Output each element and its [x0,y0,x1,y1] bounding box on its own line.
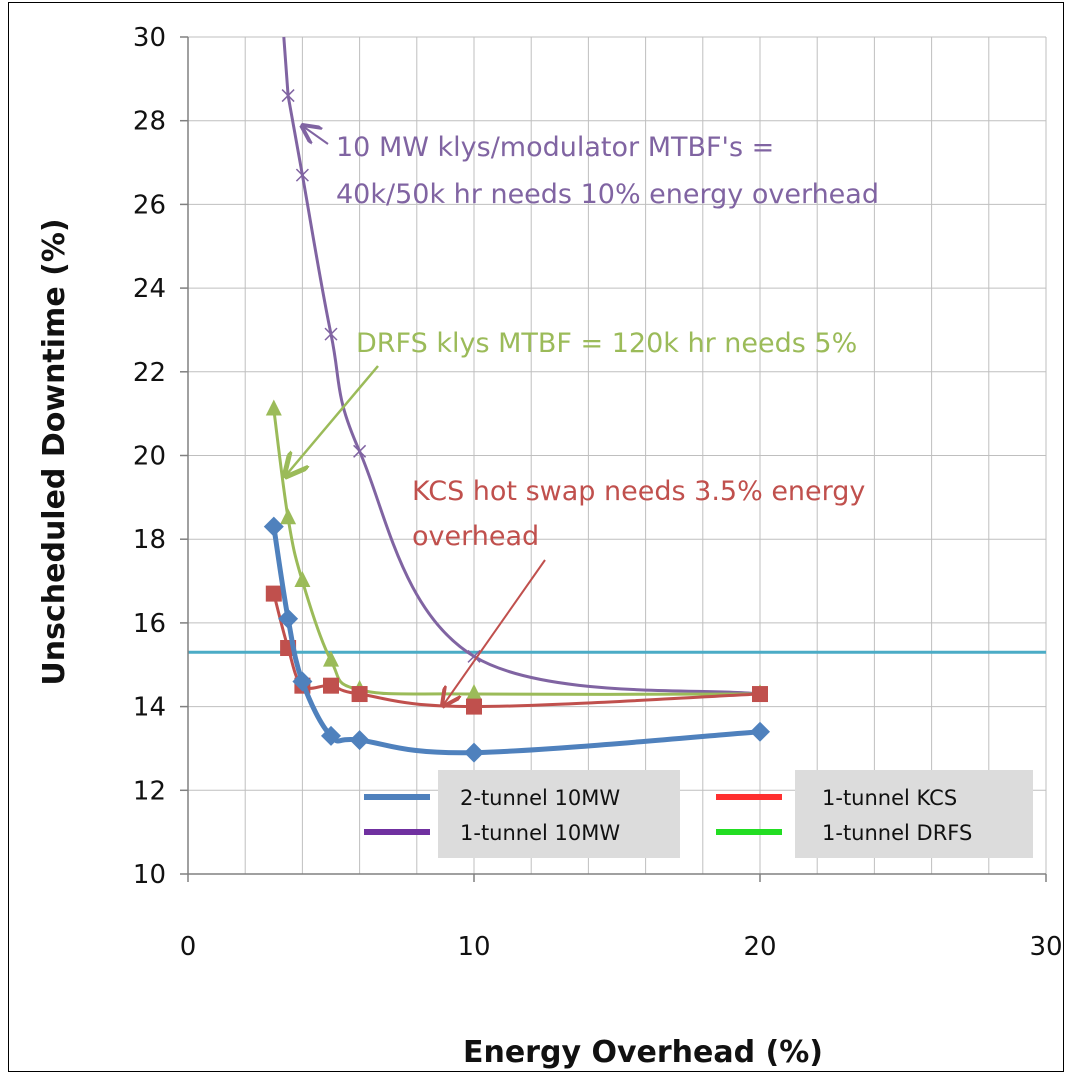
x-tick-label: 20 [743,932,776,962]
legend-label-1-tunnel-drfs: 1-tunnel DRFS [822,821,972,845]
point-2-tunnel-10mw [263,516,284,537]
legend-box-right [795,770,1033,858]
annotation-kcs: KCS hot swap needs 3.5% energy overhead [412,476,874,552]
legend-box-left [438,770,680,858]
annotation-drfs-arrow [287,365,379,474]
point-x-stroke [295,168,309,182]
x-tick-label: 30 [1029,932,1062,962]
y-tick-label: 22 [133,358,166,388]
point-1-tunnel-kcs [466,698,482,715]
annotation-drfs-line1: DRFS klys MTBF = 120k hr needs 5% [356,328,857,359]
legend-label-1-tunnel-kcs: 1-tunnel KCS [822,786,957,810]
point-x-stroke [353,444,367,458]
y-tick-label: 14 [133,693,166,723]
annotation-10mw-arrow [304,127,329,145]
x-axis-title: Energy Overhead (%) [463,1035,823,1070]
point-1-tunnel-10mw [324,327,338,341]
point-1-tunnel-10mw [295,168,309,182]
series-group [263,36,770,763]
point-1-tunnel-drfs [265,399,282,416]
point-x-stroke [281,89,295,103]
point-1-tunnel-kcs [323,677,339,694]
y-tick-label: 24 [133,274,166,304]
point-2-tunnel-10mw [321,725,341,746]
point-1-tunnel-kcs [752,686,768,703]
y-tick-label: 20 [133,442,166,472]
y-tick-label: 28 [133,107,166,137]
annotation-kcs-line1: KCS hot swap needs 3.5% energy [412,476,865,507]
annotation-10mw-line2: 40k/50k hr needs 10% energy overhead [336,179,879,210]
y-tick-label: 26 [133,190,166,220]
y-tick-label: 18 [133,525,166,555]
point-2-tunnel-10mw [464,742,484,763]
point-2-tunnel-10mw [750,721,770,742]
annotation-drfs: DRFS klys MTBF = 120k hr needs 5% [356,328,857,359]
legend-label-1-tunnel-10mw: 1-tunnel 10MW [460,821,620,845]
axes [180,36,1047,882]
annotation-10mw-line1: 10 MW klys/modulator MTBF's = [336,132,774,163]
series-line-2-tunnel-10mw [271,526,761,756]
x-tick-labels: 0 10 20 30 [180,932,1063,962]
legend: 2-tunnel 10MW 1-tunnel 10MW 1-tunnel KCS… [364,770,1033,858]
y-axis-title: Unscheduled Downtime (%) [37,218,72,685]
x-tick-label: 0 [180,932,197,962]
annotation-10mw: 10 MW klys/modulator MTBF's = 40k/50k hr… [336,132,879,210]
point-1-tunnel-10mw [467,649,481,663]
point-1-tunnel-kcs [351,686,368,703]
y-tick-label: 10 [133,860,166,890]
annotation-kcs-line2: overhead [412,521,539,552]
point-2-tunnel-10mw [278,608,299,629]
point-2-tunnel-10mw [292,671,313,692]
y-tick-label: 30 [133,23,166,53]
point-1-tunnel-10mw [281,89,295,103]
point-1-tunnel-kcs [265,585,282,602]
annotation-kcs-arrow [444,559,546,704]
point-1-tunnel-drfs [466,684,482,701]
y-tick-labels: 10 12 14 16 18 20 22 24 26 28 30 [133,23,166,890]
annotations-group: 10 MW klys/modulator MTBF's = 40k/50k hr… [287,127,879,704]
y-tick-label: 12 [133,776,166,806]
y-tick-label: 16 [133,609,166,639]
chart-frame [8,2,1064,1072]
point-1-tunnel-10mw [353,444,367,458]
point-x-stroke [324,327,338,341]
point-2-tunnel-10mw [349,730,370,751]
series-line-1-tunnel-10mw [282,36,761,696]
legend-label-2-tunnel-10mw: 2-tunnel 10MW [460,786,620,810]
point-1-tunnel-drfs [280,508,297,525]
point-1-tunnel-drfs [294,571,311,588]
x-tick-label: 10 [457,932,490,962]
point-1-tunnel-drfs [323,650,339,667]
point-x-stroke [467,649,481,663]
